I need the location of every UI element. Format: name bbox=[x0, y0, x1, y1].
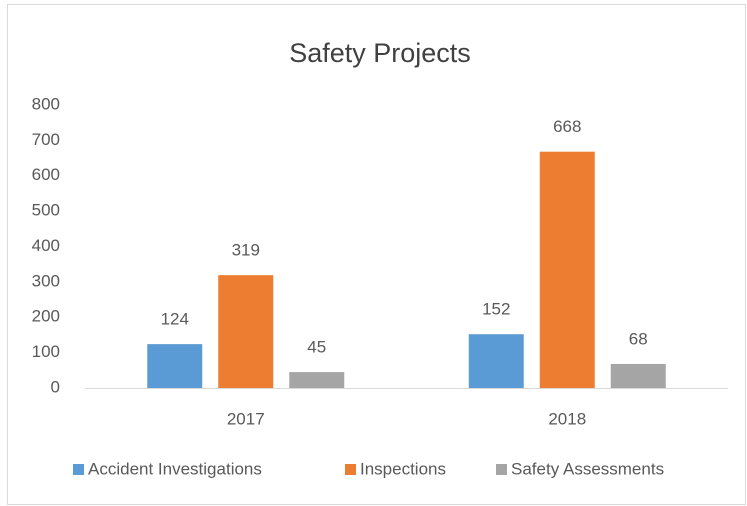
legend-swatch bbox=[345, 464, 356, 475]
legend-label: Accident Investigations bbox=[88, 459, 262, 478]
y-tick-label: 400 bbox=[32, 236, 60, 255]
legend-label: Safety Assessments bbox=[511, 459, 664, 478]
y-tick-label: 500 bbox=[32, 201, 60, 220]
y-tick-label: 100 bbox=[32, 342, 60, 361]
y-tick-label: 200 bbox=[32, 307, 60, 326]
y-tick-label: 300 bbox=[32, 271, 60, 290]
bar bbox=[468, 334, 524, 388]
y-tick-label: 800 bbox=[32, 94, 60, 113]
chart-title: Safety Projects bbox=[289, 38, 471, 68]
x-tick-label: 2018 bbox=[548, 409, 586, 428]
x-tick-label: 2017 bbox=[227, 409, 265, 428]
bar bbox=[218, 275, 274, 388]
y-tick-label: 0 bbox=[51, 377, 60, 396]
data-label: 124 bbox=[161, 310, 189, 329]
data-label: 668 bbox=[553, 117, 581, 136]
chart-border bbox=[7, 4, 746, 505]
legend-swatch bbox=[73, 464, 84, 475]
y-tick-label: 600 bbox=[32, 165, 60, 184]
bar bbox=[539, 151, 595, 388]
data-label: 319 bbox=[232, 241, 260, 260]
data-label: 152 bbox=[482, 300, 510, 319]
bar bbox=[147, 344, 203, 388]
legend-swatch bbox=[496, 464, 507, 475]
bar bbox=[610, 363, 666, 388]
y-tick-label: 700 bbox=[32, 130, 60, 149]
data-label: 68 bbox=[629, 329, 648, 348]
legend-label: Inspections bbox=[360, 459, 446, 478]
bar bbox=[289, 372, 345, 388]
data-label: 45 bbox=[307, 338, 326, 357]
